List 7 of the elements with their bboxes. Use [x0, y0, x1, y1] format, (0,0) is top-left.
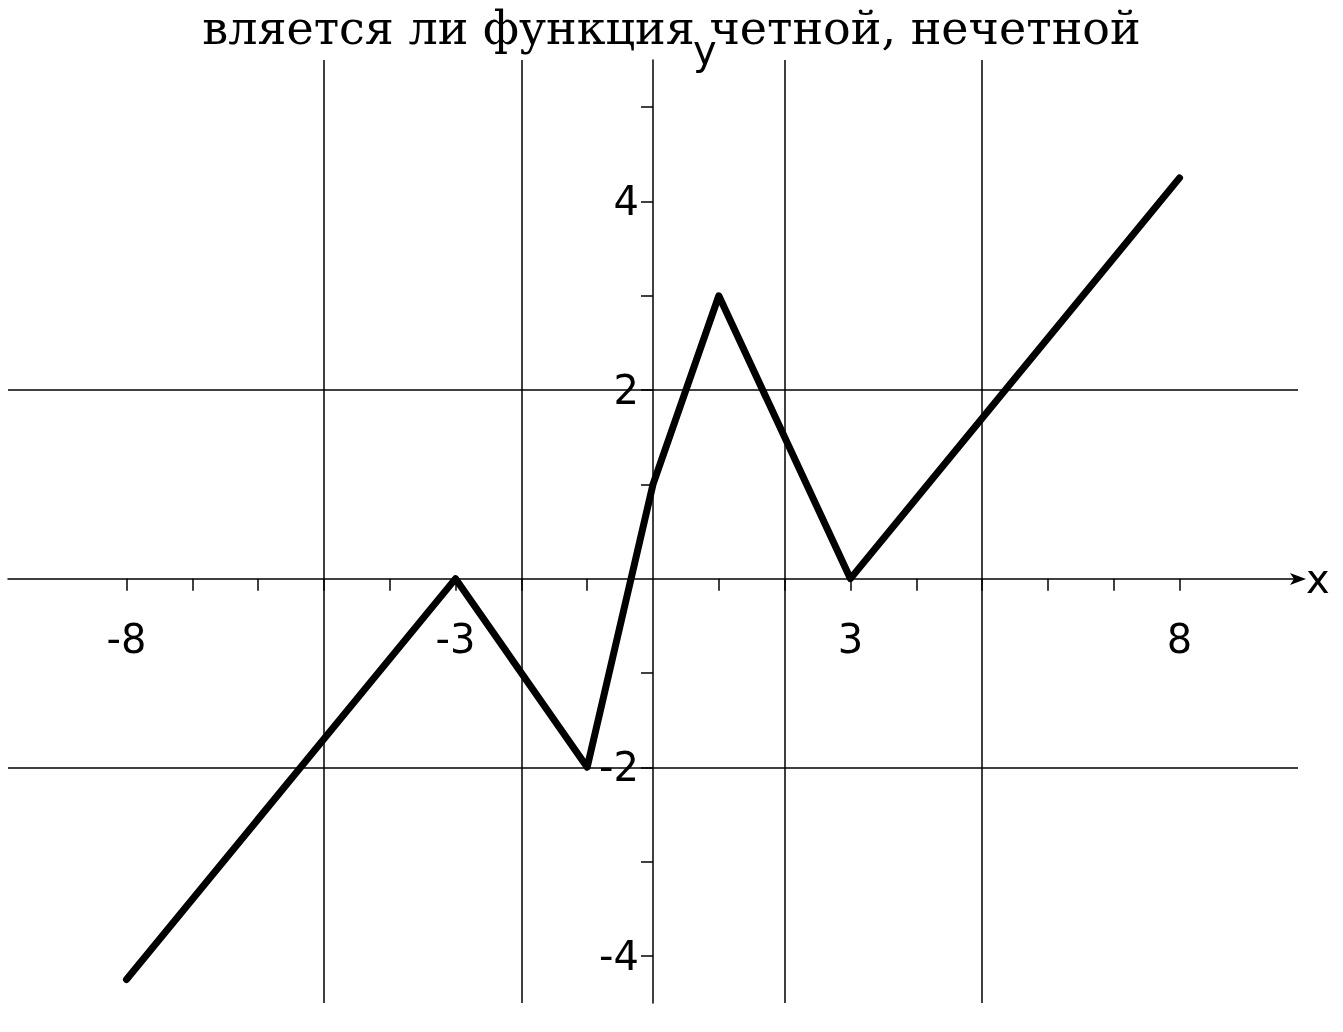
x-tick-label: -3	[435, 615, 476, 662]
x-tick-label: 3	[837, 615, 864, 662]
x-axis-title: x	[1306, 555, 1330, 602]
x-tick-label: -8	[106, 615, 147, 662]
y-tick-label: 4	[613, 178, 639, 225]
y-tick-label: -4	[599, 932, 639, 979]
x-tick-label: 8	[1166, 615, 1193, 662]
